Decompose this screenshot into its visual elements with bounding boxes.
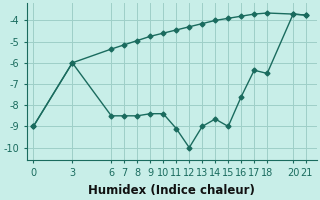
X-axis label: Humidex (Indice chaleur): Humidex (Indice chaleur) <box>88 184 255 197</box>
